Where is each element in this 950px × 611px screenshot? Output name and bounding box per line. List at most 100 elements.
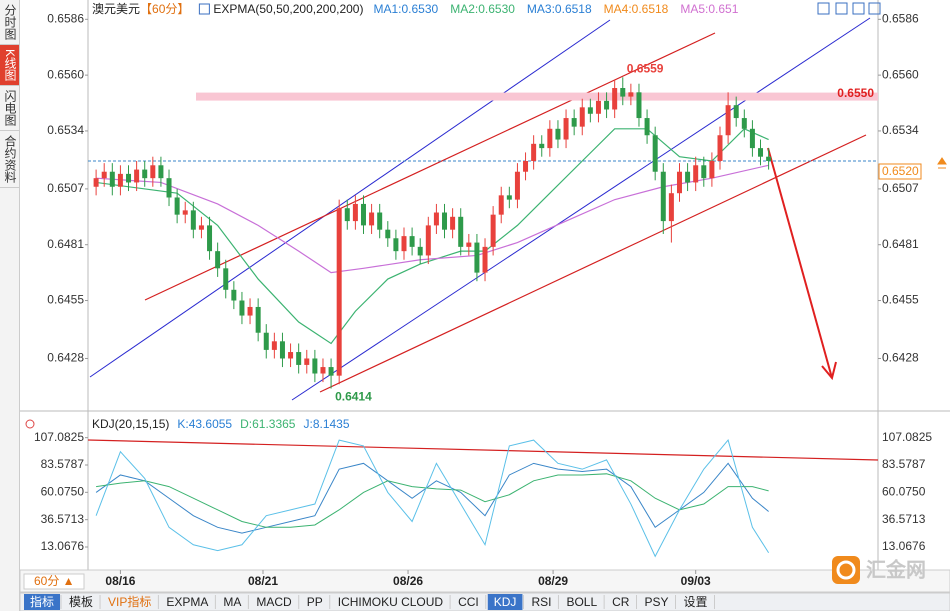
bottom-tab-label[interactable]: KDJ	[494, 595, 517, 609]
kdj-tick-label-right: 36.5713	[882, 512, 926, 526]
bottom-tab-label[interactable]: EXPMA	[166, 595, 208, 609]
kdj-tick-label: 13.0676	[41, 539, 85, 553]
price-alert-icon[interactable]	[937, 157, 947, 169]
bottom-tab-label[interactable]: CCI	[458, 595, 479, 609]
candle-body	[109, 171, 115, 187]
bottom-tab-label[interactable]: RSI	[531, 595, 551, 609]
candle-body	[360, 203, 366, 226]
y-tick-label-right: 0.6534	[882, 123, 919, 137]
header-label: 【60分】	[140, 2, 189, 16]
header-label: 澳元美元	[92, 2, 140, 16]
candle-body	[660, 171, 666, 222]
bottom-tab-label[interactable]: ICHIMOKU CLOUD	[338, 595, 444, 609]
kdj-line	[96, 473, 769, 528]
bottom-tab-label[interactable]: CR	[612, 595, 630, 609]
candle-body	[709, 160, 715, 179]
resistance-band	[196, 92, 878, 101]
candle-body	[579, 107, 585, 127]
settings-icon[interactable]	[25, 419, 35, 429]
side-tab[interactable]: 分时图	[0, 0, 19, 45]
y-tick-label: 0.6507	[47, 181, 84, 195]
header-label: MA1:0.6530	[373, 2, 438, 16]
side-tab[interactable]: 闪电图	[0, 86, 19, 132]
y-tick-label: 0.6455	[47, 293, 84, 307]
candle-body	[150, 165, 156, 179]
candle-body	[604, 100, 610, 110]
period-button-label[interactable]: 60分 ▲	[34, 574, 75, 588]
bottom-tab-label[interactable]: 指标	[30, 594, 54, 609]
candle-body	[595, 100, 601, 114]
y-tick-label-right: 0.6586	[882, 11, 919, 25]
candle-body	[433, 212, 439, 226]
candle-body	[725, 105, 731, 136]
candle-body	[693, 165, 699, 183]
bottom-tab-label[interactable]: MACD	[256, 595, 292, 609]
bottom-tab-label[interactable]: 模板	[69, 595, 93, 609]
header-label: EXPMA(50,50,200,200,200)	[213, 2, 363, 16]
candle-body	[425, 225, 431, 256]
kdj-line	[95, 462, 769, 534]
header-label: MA3:0.6518	[527, 2, 592, 16]
candle-body	[587, 107, 593, 114]
kdj-tick-label: 60.0750	[41, 485, 85, 499]
kdj-tick-label-right: 107.0825	[882, 430, 932, 444]
kdj-header: K:43.6055	[177, 417, 232, 431]
x-tick-label: 08/26	[393, 574, 423, 588]
y-tick-label-right: 0.6560	[882, 67, 919, 81]
candle-body	[296, 352, 302, 365]
candle-body	[93, 178, 99, 187]
kdj-tick-label-right: 83.5787	[882, 457, 926, 471]
candle-body	[239, 300, 245, 316]
candle-body	[531, 143, 537, 161]
candle-body	[514, 171, 520, 200]
candle-body	[442, 212, 448, 230]
candle-body	[766, 156, 772, 161]
bottom-tab-label[interactable]: VIP指标	[108, 594, 151, 609]
candle-body	[409, 236, 415, 247]
logo-icon	[832, 556, 860, 584]
candle-body	[555, 128, 561, 140]
candle-body	[612, 88, 618, 110]
side-tab[interactable]: 合约资料	[0, 131, 19, 189]
x-tick-label: 08/21	[248, 574, 278, 588]
bottom-tab-label[interactable]: PSY	[644, 595, 668, 609]
y-tick-label-right: 0.6428	[882, 351, 919, 365]
candle-body	[215, 251, 221, 269]
bottom-tab-label[interactable]: 设置	[684, 595, 708, 609]
candle-body	[142, 169, 148, 179]
candle-body	[352, 203, 358, 222]
side-tab[interactable]: K线图	[0, 45, 19, 87]
candle-body	[263, 332, 269, 350]
bottom-tab[interactable]	[487, 594, 523, 610]
kdj-tick-label: 83.5787	[41, 457, 85, 471]
candle-body	[474, 242, 480, 273]
tool-icon[interactable]	[817, 2, 830, 15]
side-tabs: 分时图 K线图 闪电图 合约资料	[0, 0, 20, 611]
candle-body	[231, 289, 237, 301]
tool-icons[interactable]	[817, 2, 881, 15]
candle-body	[328, 367, 334, 376]
tool-icon[interactable]	[835, 2, 848, 15]
price-annotation: 0.6559	[627, 61, 664, 75]
tool-icon[interactable]	[852, 2, 865, 15]
y-tick-label-right: 0.6481	[882, 237, 919, 251]
tool-icon[interactable]	[868, 2, 881, 15]
background	[20, 0, 950, 611]
kdj-header: J:8.1435	[303, 417, 349, 431]
bottom-tab[interactable]	[24, 594, 61, 610]
candle-body	[563, 118, 569, 140]
period-button[interactable]	[23, 573, 85, 590]
bottom-tab-label[interactable]: BOLL	[566, 595, 597, 609]
candle-body	[628, 92, 634, 97]
candle-body	[717, 135, 723, 161]
candle-body	[417, 246, 423, 256]
kdj-tick-label-right: 60.0750	[882, 485, 926, 499]
trend-line	[89, 19, 611, 378]
bottom-tab-label[interactable]: PP	[307, 595, 323, 609]
candle-body	[288, 352, 294, 359]
candle-body	[401, 236, 407, 252]
logo-text: 汇金网	[866, 557, 926, 581]
bottom-tab-label[interactable]: MA	[223, 595, 241, 609]
